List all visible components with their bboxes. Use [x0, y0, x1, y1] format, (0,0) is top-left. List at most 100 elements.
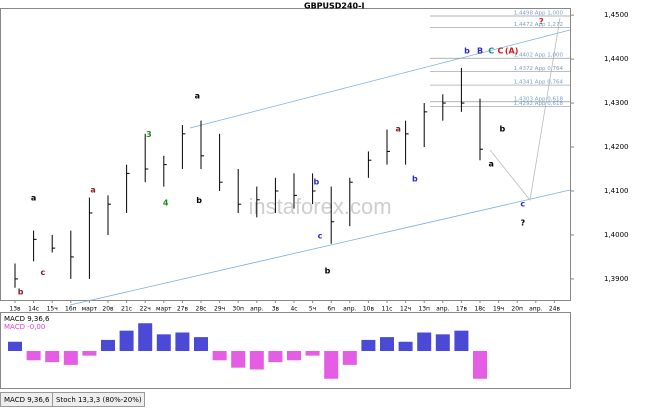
y-tick-label: 1,4300: [604, 99, 629, 107]
wave-label: c: [318, 231, 323, 240]
x-tick-label: 17в: [456, 306, 468, 313]
x-tick-label: 20в: [102, 306, 114, 313]
wave-label: b: [464, 47, 470, 56]
x-tick-label: 13п: [418, 306, 430, 313]
macd-bar: [8, 341, 22, 351]
x-tick-label: 28с: [196, 306, 207, 313]
x-tick-label: 4с: [290, 306, 297, 313]
macd-bar: [473, 351, 487, 379]
tab-label[interactable]: MACD 9,36,6: [4, 396, 50, 404]
y-tick-label: 1,3900: [604, 275, 629, 283]
y-tick-label: 1,4100: [604, 187, 629, 195]
wave-label: (A): [505, 47, 519, 56]
wave-label: ?: [539, 17, 544, 26]
macd-bar: [342, 351, 357, 365]
x-tick-label: 19ч: [493, 306, 504, 313]
y-tick-label: 1,4500: [604, 11, 629, 19]
x-tick-label: 15ч: [47, 306, 58, 313]
macd-bar: [398, 341, 413, 351]
macd-bar: [175, 332, 190, 351]
macd-label: MACD 9,36,6: [4, 315, 50, 323]
x-tick-label: март: [82, 306, 98, 313]
macd-bar: [454, 330, 469, 351]
fib-label: 1,4372 App 0,764: [514, 66, 564, 72]
x-tick-label: 30п: [232, 306, 244, 313]
x-tick-label: 21с: [121, 306, 132, 313]
wave-label: 3: [146, 130, 152, 139]
fib-label: 1,4292 App 0,618: [514, 101, 564, 107]
macd-bar: [231, 351, 246, 368]
wave-label: b: [313, 178, 319, 187]
watermark: instaforex.com: [248, 194, 391, 219]
wave-label: b: [325, 266, 331, 275]
wave-label: 4: [163, 198, 169, 207]
fib-label: 1,4402 App 1,000: [514, 53, 564, 59]
macd-bar: [119, 330, 134, 351]
macd-bar: [361, 339, 376, 351]
x-tick-label: 5ч: [309, 306, 316, 313]
wave-label: b: [18, 288, 24, 297]
wave-label: a: [488, 160, 493, 169]
x-tick-label: 20п: [511, 306, 523, 313]
x-tick-label: 14с: [28, 306, 39, 313]
macd-bar: [82, 351, 97, 356]
wave-label: a: [395, 125, 400, 134]
wave-label: B: [477, 47, 483, 56]
macd-bar: [287, 351, 301, 361]
x-tick-label: 10в: [363, 306, 375, 313]
macd-bar: [305, 351, 320, 356]
macd-bar: [63, 351, 78, 365]
x-tick-label: 3в: [272, 306, 280, 313]
wave-label: b: [196, 196, 202, 205]
x-tick-label: 29ч: [214, 306, 225, 313]
tab[interactable]: [52, 392, 145, 407]
macd-bar: [45, 351, 60, 363]
wave-label: c: [520, 200, 525, 209]
macd-bar: [380, 337, 394, 351]
macd-bar: [194, 337, 208, 351]
x-tick-label: 27в: [177, 306, 189, 313]
wave-label: ?: [520, 219, 525, 228]
y-tick-label: 1,4000: [604, 231, 629, 239]
fib-label: 1,4472 App 1,272: [514, 22, 563, 28]
x-tick-label: март: [156, 306, 172, 313]
wave-label: a: [195, 92, 200, 101]
chart-title: GBPUSD240-I: [304, 2, 364, 11]
macd-bar: [156, 334, 171, 351]
macd-bar: [26, 351, 41, 361]
fib-label: 1,4498 App 1,000: [514, 11, 564, 17]
tab-label[interactable]: Stoch 13,3,3 (80%-20%): [56, 396, 142, 404]
x-tick-label: 24в: [549, 306, 561, 313]
x-tick-label: 12ч: [400, 306, 411, 313]
x-tick-label: 13в: [9, 306, 21, 313]
x-tick-label: апр.: [529, 306, 542, 313]
x-tick-label: апр.: [250, 306, 263, 313]
wave-label: a: [31, 194, 36, 203]
projection: [489, 17, 561, 201]
wave-label: b: [499, 125, 505, 134]
fib-label: 1,4341 App 0,764: [514, 80, 564, 86]
price-panel: [0, 8, 571, 301]
macd-bar: [268, 351, 283, 363]
x-tick-label: 6п: [327, 306, 335, 313]
x-tick-label: апр.: [343, 306, 356, 313]
y-tick-label: 1,4200: [604, 143, 629, 151]
macd-bar: [324, 351, 339, 379]
macd-value: MACD -0,00: [4, 323, 45, 331]
y-tick-label: 1,4400: [604, 55, 629, 63]
x-tick-label: 22ч: [140, 306, 151, 313]
channel-lower: [69, 189, 571, 306]
wave-label: c: [41, 268, 46, 277]
macd-bar: [212, 351, 227, 361]
x-tick-label: 11с: [382, 306, 393, 313]
macd-bar: [101, 339, 115, 351]
x-tick-label: 16п: [65, 306, 77, 313]
wave-label: a: [90, 186, 95, 195]
macd-bar: [417, 332, 432, 351]
x-tick-label: апр.: [436, 306, 449, 313]
channel-upper: [189, 29, 571, 129]
macd-bar: [435, 334, 450, 351]
wave-label: b: [412, 175, 418, 184]
wave-label: C: [498, 47, 504, 56]
